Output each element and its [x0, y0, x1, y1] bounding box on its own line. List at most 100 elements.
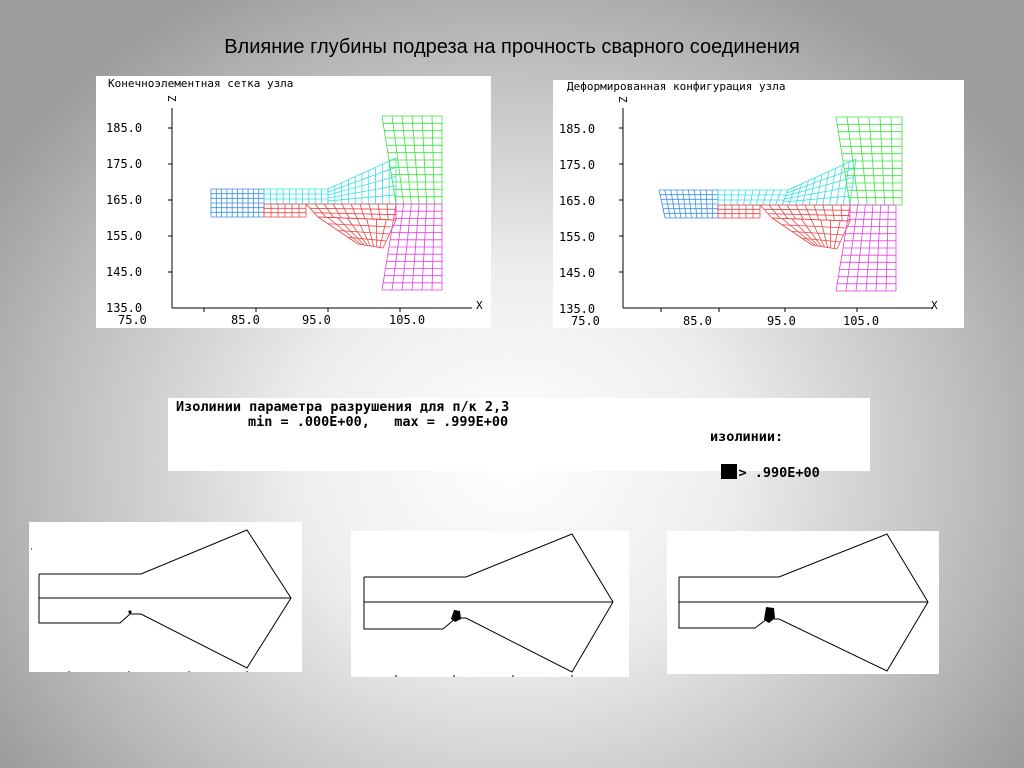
mesh-red-fillet [341, 203, 350, 219]
mesh-cyan-fillet [787, 158, 857, 191]
x-tick-labels: 75.0 85.0 95.0 105.0 [571, 314, 879, 328]
damage-zone [451, 610, 461, 622]
mesh-cyan-fillet [781, 189, 789, 206]
mesh-panel: Конечноэлементная сетка узла Z 185.0 175… [96, 76, 491, 328]
mesh-cyan-zone [756, 189, 761, 206]
mesh-drawing [210, 115, 443, 291]
mesh-red-toe [771, 217, 851, 222]
mesh-red-toe [801, 237, 841, 243]
mesh-cyan-zone [762, 189, 768, 206]
z-axis-label: Z [616, 96, 629, 103]
deformed-plot: Деформированная конфигурация узла Z 185.… [559, 80, 938, 328]
mesh-cyan-fillet [784, 186, 853, 200]
mesh-red-fillet [368, 203, 373, 220]
contour-outline-2 [363, 533, 614, 677]
contour-panel-3 [667, 531, 939, 674]
mesh-cyan-fillet [327, 166, 397, 193]
x-axis-label: X [476, 299, 483, 312]
mesh-cyan-fillet [327, 157, 397, 190]
mesh-red-fillet [767, 213, 851, 217]
mesh-red-fillet [831, 204, 835, 221]
mesh-cyan-zone [768, 189, 775, 206]
mesh-caption: Конечноэлементная сетка узла [108, 77, 293, 90]
mesh-red-fillet [332, 203, 342, 219]
y-tick: 185.0 [559, 122, 595, 136]
x-tick: 75.0 [571, 314, 600, 328]
y-tick: 155.0 [106, 229, 142, 243]
x-tick: 95.0 [302, 313, 331, 327]
mesh-red-fillet [314, 203, 327, 218]
mesh-red-fillet [359, 203, 366, 219]
mesh-red-toe [357, 243, 384, 249]
contour-outline-3 [678, 533, 929, 672]
y-tick: 145.0 [106, 265, 142, 279]
y-tick: 145.0 [559, 266, 595, 280]
mesh-cyan-fillet [802, 180, 809, 206]
mesh-cyan-zone [724, 189, 726, 206]
x-tick: 105.0 [389, 313, 425, 327]
mesh-cyan-fillet [327, 176, 397, 196]
mesh-cyan-fillet [815, 174, 823, 206]
y-tick: 135.0 [559, 302, 595, 316]
y-tick: 155.0 [559, 230, 595, 244]
mesh-red-fillet [350, 203, 358, 219]
z-axis-label: Z [165, 95, 178, 102]
x-axis-label: X [931, 299, 938, 312]
y-tick: 165.0 [559, 194, 595, 208]
mesh-red-fillet [786, 204, 796, 220]
mesh-red-toe [781, 224, 847, 229]
mesh-red-fillet [777, 204, 788, 219]
mesh-red-fillet [768, 204, 781, 219]
mesh-cyan-zone [749, 189, 754, 206]
mesh-cyan-fillet [785, 177, 854, 197]
deformed-mesh-drawing [658, 116, 903, 292]
contour-panel-1 [29, 522, 302, 672]
legend-level-value: > .990E+00 [738, 465, 820, 481]
mesh-red-fillet [386, 203, 389, 220]
y-tick-labels: 185.0 175.0 165.0 155.0 145.0 135.0 [559, 122, 595, 316]
legend-level: > .990E+00 [688, 448, 820, 497]
mesh-red-fillet [840, 204, 843, 221]
mesh-red-fillet [763, 208, 851, 211]
legend-isolines-label: изолинии: [710, 429, 784, 445]
mesh-red-fillet [822, 204, 827, 221]
isoline-legend: Изолинии параметра разрушения для п/к 2,… [168, 398, 870, 481]
contour-panel-2 [351, 531, 629, 677]
mesh-red-toe [791, 231, 844, 236]
mesh-cyan-fillet [822, 171, 830, 206]
mesh-cyan-fillet [836, 165, 843, 206]
x-tick: 105.0 [843, 314, 879, 328]
y-tick: 175.0 [559, 158, 595, 172]
mesh-cyan-zone [743, 189, 747, 206]
mesh-red-fillet [804, 204, 812, 220]
y-tick-labels: 185.0 175.0 165.0 155.0 145.0 135.0 [106, 121, 142, 315]
mesh-red-toe [811, 244, 838, 250]
y-tick: 165.0 [106, 193, 142, 207]
x-tick: 85.0 [231, 313, 260, 327]
mesh-cyan-fillet [849, 158, 857, 206]
mesh-cyan-fillet [783, 195, 852, 203]
mesh-red-toe [317, 216, 397, 221]
mesh-cyan-fillet [795, 183, 802, 206]
x-tick: 95.0 [767, 314, 796, 328]
mesh-red-toe [347, 236, 387, 242]
mesh-red-fillet [323, 203, 334, 218]
y-tick: 135.0 [106, 301, 142, 315]
mesh-red-fillet [309, 207, 397, 210]
mesh-red-toe [337, 230, 390, 235]
mesh-cyan-fillet [788, 186, 796, 206]
mesh-cyan-zone [730, 189, 733, 206]
slide-title: Влияние глубины подреза на прочность сва… [224, 36, 800, 58]
contour-outline-1 [31, 529, 292, 672]
mesh-cyan-fillet [829, 168, 836, 206]
mesh-red-fillet [377, 203, 381, 220]
mesh-cyan-fillet [327, 185, 397, 199]
deformed-panel: Деформированная конфигурация узла Z 185.… [553, 80, 964, 328]
x-tick: 75.0 [118, 313, 147, 327]
mesh-cyan-fillet [808, 177, 816, 206]
y-tick: 185.0 [106, 121, 142, 135]
x-tick-labels: 75.0 85.0 95.0 105.0 [118, 313, 425, 327]
legend-swatch [720, 464, 737, 479]
mesh-red-fillet [813, 204, 820, 220]
y-tick: 175.0 [106, 157, 142, 171]
